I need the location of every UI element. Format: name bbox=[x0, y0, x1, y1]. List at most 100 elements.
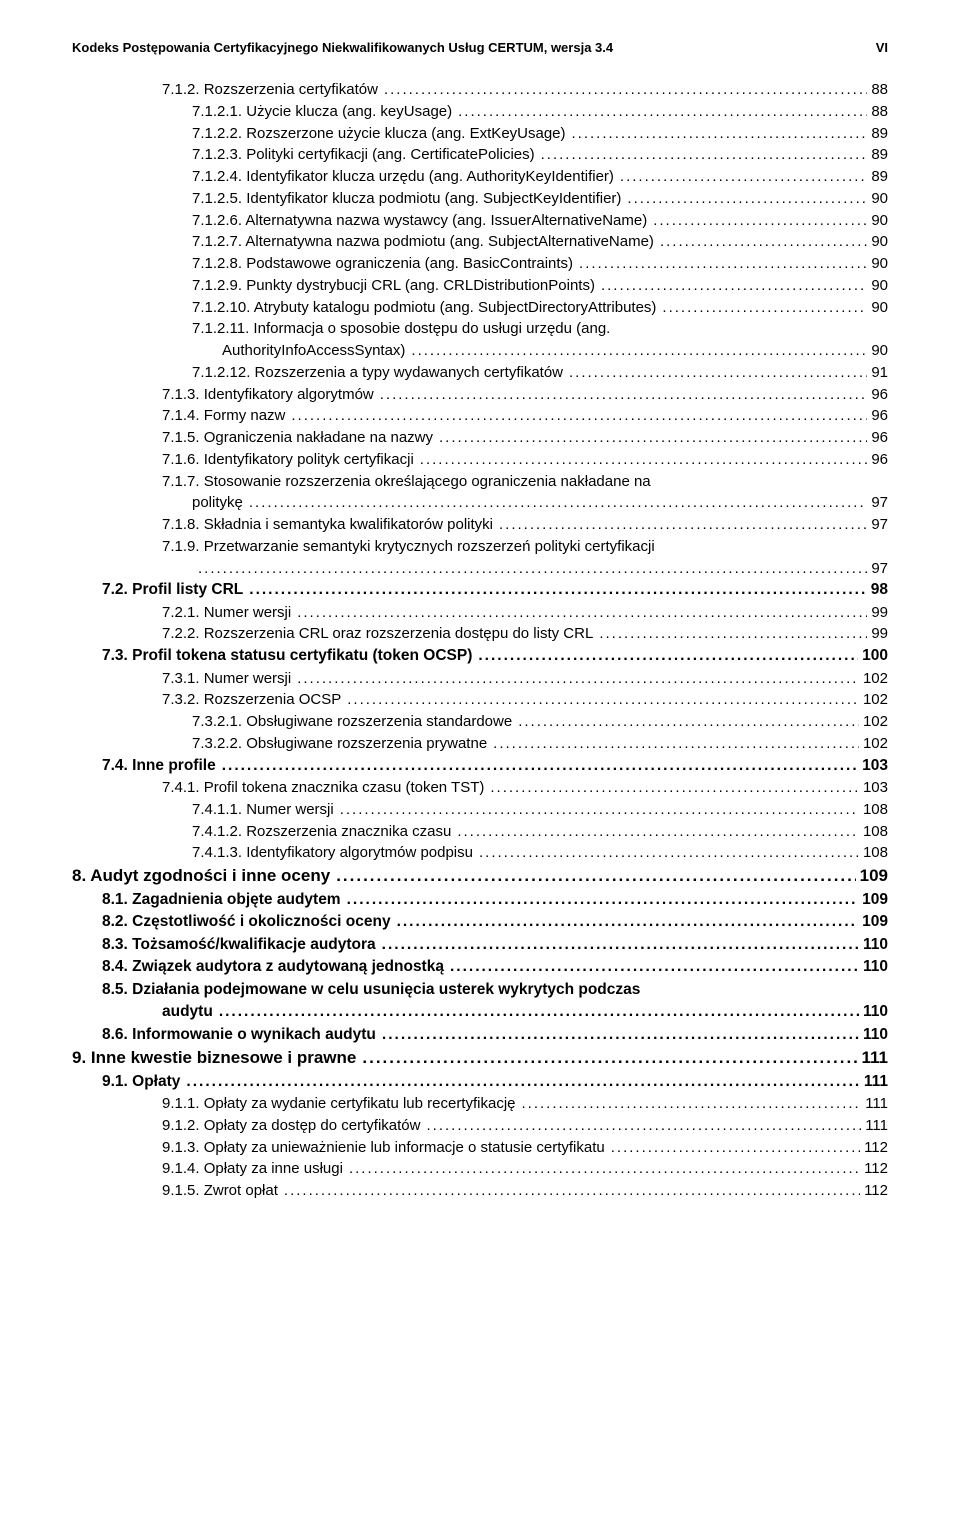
toc-page-number: 103 bbox=[859, 777, 888, 799]
toc-leader-dots bbox=[340, 799, 859, 821]
toc-leader-dots bbox=[458, 101, 867, 123]
toc-leader-dots bbox=[297, 602, 867, 624]
toc-leader-dots bbox=[499, 514, 867, 536]
toc-label: 7.3.2.2. Obsługiwane rozszerzenia prywat… bbox=[192, 733, 493, 755]
toc-leader-dots bbox=[362, 1046, 857, 1071]
toc-leader-dots bbox=[380, 384, 868, 406]
toc-leader-dots bbox=[347, 889, 859, 911]
toc-leader-dots bbox=[490, 777, 859, 799]
toc-label: 7.1.4. Formy nazw bbox=[162, 405, 291, 427]
toc-entry: 7.3. Profil tokena statusu certyfikatu (… bbox=[72, 645, 888, 667]
toc-page-number: 111 bbox=[860, 1071, 888, 1093]
toc-page-number: 108 bbox=[859, 821, 888, 843]
toc-entry: 7.1.2.2. Rozszerzone użycie klucza (ang.… bbox=[72, 123, 888, 145]
toc-entry: 7.1.3. Identyfikatory algorytmów 96 bbox=[72, 384, 888, 406]
toc-page-number: 90 bbox=[867, 210, 888, 232]
toc-entry: 7.1.2.7. Alternatywna nazwa podmiotu (an… bbox=[72, 231, 888, 253]
toc-leader-dots bbox=[611, 1137, 860, 1159]
toc-page-number: 89 bbox=[867, 166, 888, 188]
toc-page-number: 102 bbox=[859, 733, 888, 755]
toc-page-number: 96 bbox=[867, 449, 888, 471]
toc-page-number: 103 bbox=[858, 755, 888, 777]
toc-leader-dots bbox=[420, 449, 868, 471]
toc-page-number: 90 bbox=[867, 275, 888, 297]
toc-leader-dots bbox=[450, 956, 859, 978]
toc-leader-dots bbox=[336, 864, 855, 889]
toc-label: 7.4.1.1. Numer wersji bbox=[192, 799, 340, 821]
toc-label: 7.1.2.12. Rozszerzenia a typy wydawanych… bbox=[192, 362, 569, 384]
toc-entry: 8.5. Działania podejmowane w celu usunię… bbox=[72, 979, 888, 1001]
toc-label: 7.1.2.5. Identyfikator klucza podmiotu (… bbox=[192, 188, 627, 210]
toc-entry: 7.1.2.9. Punkty dystrybucji CRL (ang. CR… bbox=[72, 275, 888, 297]
toc-leader-dots bbox=[653, 210, 867, 232]
toc-label: 7.1.7. Stosowanie rozszerzenia określają… bbox=[162, 471, 657, 493]
toc-page-number: 102 bbox=[859, 668, 888, 690]
toc-label: 7.1.2.10. Atrybuty katalogu podmiotu (an… bbox=[192, 297, 662, 319]
toc-leader-dots bbox=[662, 297, 867, 319]
toc-page-number: 109 bbox=[858, 889, 888, 911]
toc-leader-dots bbox=[620, 166, 867, 188]
toc-label: 7.3.2. Rozszerzenia OCSP bbox=[162, 689, 347, 711]
toc-page-number: 98 bbox=[867, 579, 888, 601]
toc-leader-dots bbox=[579, 253, 867, 275]
toc-leader-dots bbox=[284, 1180, 860, 1202]
toc-leader-dots bbox=[291, 405, 867, 427]
toc-entry: 8.3. Tożsamość/kwalifikacje audytora 110 bbox=[72, 934, 888, 956]
toc-entry: audytu 110 bbox=[72, 1001, 888, 1023]
toc-label: 9.1.2. Opłaty za dostęp do certyfikatów bbox=[162, 1115, 426, 1137]
toc-entry: 8.6. Informowanie o wynikach audytu 110 bbox=[72, 1024, 888, 1046]
toc-label: 9.1.5. Zwrot opłat bbox=[162, 1180, 284, 1202]
toc-page-number: 110 bbox=[859, 956, 888, 978]
toc-entry: 7.1.2.8. Podstawowe ograniczenia (ang. B… bbox=[72, 253, 888, 275]
toc-label: 8.3. Tożsamość/kwalifikacje audytora bbox=[102, 934, 382, 956]
toc-entry: 7.1.2.12. Rozszerzenia a typy wydawanych… bbox=[72, 362, 888, 384]
toc-label: 8. Audyt zgodności i inne oceny bbox=[72, 864, 336, 889]
toc-entry: 7.1.2.11. Informacja o sposobie dostępu … bbox=[72, 318, 888, 340]
toc-entry: 7.1.8. Składnia i semantyka kwalifikator… bbox=[72, 514, 888, 536]
toc-entry: 7.1.9. Przetwarzanie semantyki krytyczny… bbox=[72, 536, 888, 558]
toc-page-number: 111 bbox=[861, 1115, 888, 1137]
toc-label: 7.1.2. Rozszerzenia certyfikatów bbox=[162, 79, 384, 101]
toc-entry: 7.1.2.6. Alternatywna nazwa wystawcy (an… bbox=[72, 210, 888, 232]
toc-label: 7.3. Profil tokena statusu certyfikatu (… bbox=[102, 645, 478, 667]
toc-entry: 8. Audyt zgodności i inne oceny 109 bbox=[72, 864, 888, 889]
toc-label: 7.1.5. Ograniczenia nakładane na nazwy bbox=[162, 427, 439, 449]
toc-leader-dots bbox=[186, 1071, 859, 1093]
toc-label: 7.4. Inne profile bbox=[102, 755, 222, 777]
toc-entry: 8.1. Zagadnienia objęte audytem 109 bbox=[72, 889, 888, 911]
toc-entry: 7.1.2.3. Polityki certyfikacji (ang. Cer… bbox=[72, 144, 888, 166]
toc-leader-dots bbox=[382, 1024, 859, 1046]
toc-label: 7.1.9. Przetwarzanie semantyki krytyczny… bbox=[162, 536, 661, 558]
toc-page-number: 97 bbox=[867, 514, 888, 536]
toc-leader-dots bbox=[347, 689, 859, 711]
toc-label: 7.2.2. Rozszerzenia CRL oraz rozszerzeni… bbox=[162, 623, 599, 645]
toc-page-number: 97 bbox=[867, 492, 888, 514]
toc-page-number: 88 bbox=[867, 101, 888, 123]
toc-entry: 8.2. Częstotliwość i okoliczności oceny … bbox=[72, 911, 888, 933]
toc-label: 9.1.4. Opłaty za inne usługi bbox=[162, 1158, 349, 1180]
toc-label: 9.1. Opłaty bbox=[102, 1071, 186, 1093]
toc-entry: 7.4.1.3. Identyfikatory algorytmów podpi… bbox=[72, 842, 888, 864]
toc-page-number: 109 bbox=[858, 911, 888, 933]
toc-label: 7.1.6. Identyfikatory polityk certyfikac… bbox=[162, 449, 420, 471]
toc-entry: 9.1.5. Zwrot opłat 112 bbox=[72, 1180, 888, 1202]
toc-entry: AuthorityInfoAccessSyntax) 90 bbox=[72, 340, 888, 362]
toc-page-number: 96 bbox=[867, 427, 888, 449]
toc-entry: 7.1.2.4. Identyfikator klucza urzędu (an… bbox=[72, 166, 888, 188]
toc-label: 8.5. Działania podejmowane w celu usunię… bbox=[102, 979, 646, 1001]
toc-leader-dots bbox=[439, 427, 867, 449]
header-left: Kodeks Postępowania Certyfikacyjnego Nie… bbox=[72, 40, 613, 55]
toc-entry: 7.1.4. Formy nazw 96 bbox=[72, 405, 888, 427]
toc-leader-dots bbox=[382, 934, 859, 956]
toc-label: 7.1.2.4. Identyfikator klucza urzędu (an… bbox=[192, 166, 620, 188]
toc-entry: 7.3.1. Numer wersji 102 bbox=[72, 668, 888, 690]
toc-entry: politykę 97 bbox=[72, 492, 888, 514]
toc-page-number: 90 bbox=[867, 253, 888, 275]
toc-leader-dots bbox=[397, 911, 859, 933]
toc-page-number: 112 bbox=[860, 1137, 888, 1159]
toc-leader-dots bbox=[599, 623, 867, 645]
toc-entry: 7.1.2.5. Identyfikator klucza podmiotu (… bbox=[72, 188, 888, 210]
toc-leader-dots bbox=[660, 231, 867, 253]
toc-label: AuthorityInfoAccessSyntax) bbox=[222, 340, 411, 362]
toc-label: 7.4.1.2. Rozszerzenia znacznika czasu bbox=[192, 821, 457, 843]
